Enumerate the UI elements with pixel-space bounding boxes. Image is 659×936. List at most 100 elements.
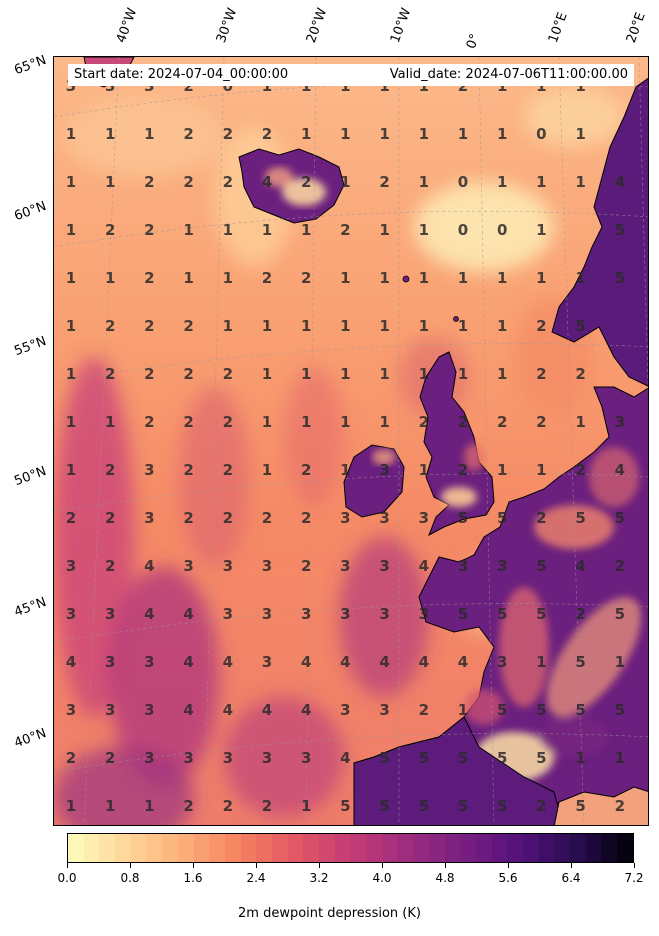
- grid-value: 4: [223, 701, 233, 719]
- grid-value: 3: [105, 605, 115, 623]
- grid-value: 4: [223, 653, 233, 671]
- iceland-texture: [265, 167, 326, 206]
- grid-value: 4: [183, 605, 193, 623]
- grid-value: 2: [223, 173, 233, 191]
- colorbar-swatch: [99, 834, 116, 862]
- grid-value: 0: [223, 77, 233, 95]
- grid-value: 4: [144, 557, 154, 575]
- grid-value: 1: [66, 221, 76, 239]
- colorbar-tick-label: 3.2: [309, 871, 329, 885]
- grid-value: 1: [575, 413, 585, 431]
- grid-value: 5: [379, 797, 389, 815]
- grid-value: 2: [66, 749, 76, 767]
- grid-value: 1: [458, 365, 468, 383]
- value-grid: 3 3 3 2 0 1 1 1 1 1 2 1 1 1 1 1 1 2 2 2 1 1 1 1 1 1 0 1 1 1 2 2 2 4 2 1 2 1 0 1…: [66, 77, 625, 815]
- grid-value: 1: [105, 797, 115, 815]
- grid-value: 1: [105, 125, 115, 143]
- land-great-britain: [419, 351, 495, 537]
- grid-value: 3: [497, 653, 507, 671]
- grid-value: 3: [144, 509, 154, 527]
- grid-value: 1: [340, 77, 350, 95]
- grid-value: 1: [340, 269, 350, 287]
- grid-value: 3: [144, 701, 154, 719]
- grid-value: 3: [105, 77, 115, 95]
- colorbar-tick: [66, 863, 68, 868]
- grid-value: 2: [105, 221, 115, 239]
- grid-value: 2: [183, 125, 193, 143]
- colorbar-swatch: [303, 834, 319, 862]
- colorbar-swatch: [538, 834, 555, 862]
- grid-value: 5: [615, 509, 625, 527]
- grid-value: 1: [379, 125, 389, 143]
- grid-value: 3: [379, 701, 389, 719]
- grid-value: 3: [66, 557, 76, 575]
- grid-value: 1: [497, 173, 507, 191]
- grid-value: 2: [340, 221, 350, 239]
- start-date-label: Start date: 2024-07-04_00:00:00: [74, 67, 289, 82]
- land-north-africa: [553, 786, 648, 825]
- colorbar-swatch: [177, 834, 194, 862]
- grid-value: 1: [340, 317, 350, 335]
- grid-value: 3: [223, 749, 233, 767]
- colorbar-swatch: [397, 834, 414, 862]
- grid-value: 1: [66, 461, 76, 479]
- grid-value: 1: [458, 317, 468, 335]
- date-info-box: Start date: 2024-07-04_00:00:00 Valid_da…: [68, 64, 634, 86]
- map-panel[interactable]: 3 3 3 2 0 1 1 1 1 1 2 1 1 1 1 1 1 2 2 2 1 1 1 1 1 1 0 1 1 1 2 2 2 4 2 1 2 1 0 1…: [53, 56, 649, 826]
- grid-value: 3: [458, 557, 468, 575]
- lon-label-40w: 40°W: [113, 6, 141, 45]
- colorbar-swatch: [617, 834, 633, 862]
- grid-value: 3: [223, 605, 233, 623]
- grid-value: 1: [66, 365, 76, 383]
- grid-value: 1: [379, 221, 389, 239]
- gb-texture: [441, 443, 484, 507]
- land-iberia: [353, 716, 564, 825]
- grid-value: 2: [536, 509, 546, 527]
- grid-value: 1: [340, 365, 350, 383]
- grid-value: 5: [615, 701, 625, 719]
- colorbar-swatch: [209, 834, 225, 862]
- colorbar-swatch: [240, 834, 257, 862]
- lat-label-65n: 65°N: [12, 52, 49, 79]
- grid-value: 2: [223, 509, 233, 527]
- grid-value: 2: [262, 797, 272, 815]
- grid-value: 4: [183, 701, 193, 719]
- colorbar-tick-label: 6.4: [561, 871, 581, 885]
- grid-value: 2: [183, 317, 193, 335]
- grid-value: 3: [144, 653, 154, 671]
- grid-value: 2: [301, 173, 311, 191]
- grid-value: 2: [536, 317, 546, 335]
- grid-value: 1: [575, 77, 585, 95]
- grid-value: 1: [183, 221, 193, 239]
- grid-value: 2: [419, 413, 429, 431]
- grid-value: 5: [536, 605, 546, 623]
- grid-value: 1: [301, 77, 311, 95]
- colorbar-swatch: [522, 834, 539, 862]
- grid-value: 1: [301, 365, 311, 383]
- grid-value: 2: [419, 701, 429, 719]
- colorbar: [67, 833, 634, 863]
- lat-label-40n: 40°N: [12, 725, 49, 752]
- graticule: [54, 57, 648, 825]
- grid-value: 3: [262, 605, 272, 623]
- grid-value: 5: [575, 797, 585, 815]
- grid-value: 2: [615, 557, 625, 575]
- grid-value: 2: [144, 413, 154, 431]
- grid-value: 3: [301, 605, 311, 623]
- grid-value: 1: [262, 221, 272, 239]
- grid-value: 2: [536, 797, 546, 815]
- grid-value: 1: [458, 125, 468, 143]
- grid-value: 2: [105, 365, 115, 383]
- grid-value: 4: [301, 653, 311, 671]
- grid-value: 1: [301, 125, 311, 143]
- grid-value: 2: [262, 269, 272, 287]
- grid-value: 3: [66, 605, 76, 623]
- grid-value: 5: [536, 749, 546, 767]
- grid-value: 1: [379, 77, 389, 95]
- grid-value: 2: [144, 173, 154, 191]
- grid-value: 5: [497, 605, 507, 623]
- grid-value: 3: [419, 605, 429, 623]
- grid-value: 4: [340, 653, 350, 671]
- grid-value: 4: [262, 701, 272, 719]
- grid-value: 1: [223, 317, 233, 335]
